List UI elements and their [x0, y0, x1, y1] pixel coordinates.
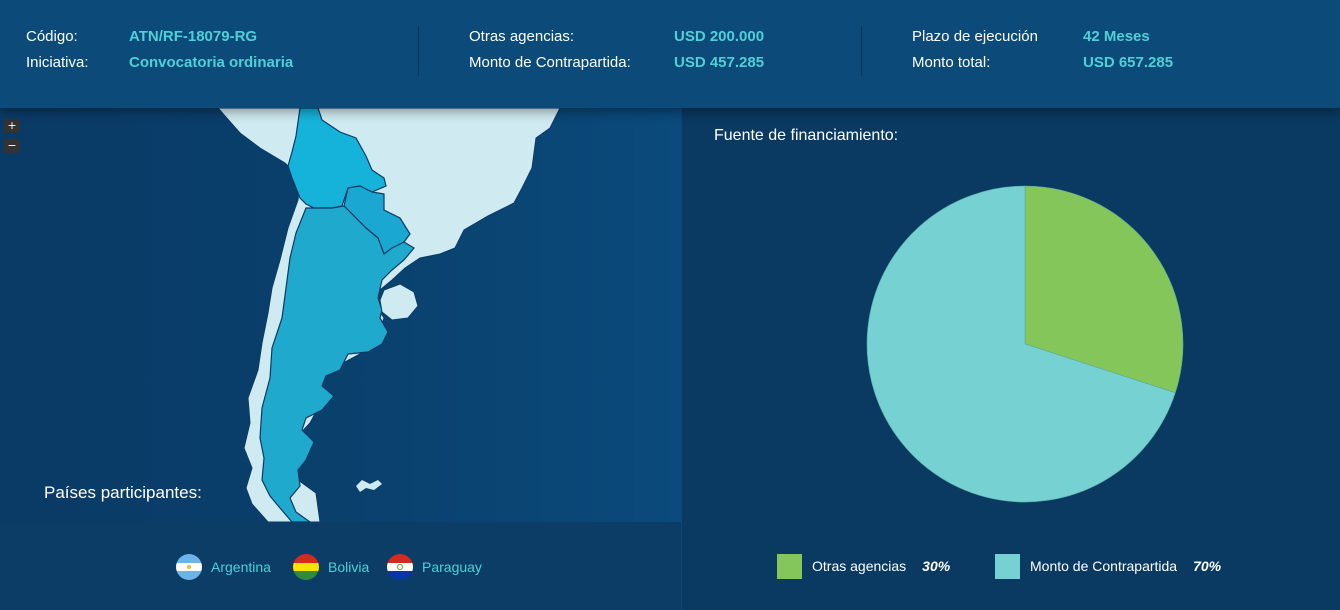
- header-divider: [861, 26, 862, 76]
- countries-bar: Argentina Bolivia Paraguay: [0, 522, 681, 610]
- plazo-value: 42 Meses: [1083, 28, 1150, 45]
- legend-item-contrapartida[interactable]: Monto de Contrapartida 70%: [995, 553, 1221, 579]
- uruguay-region: [379, 283, 419, 321]
- argentina-flag-icon: [176, 554, 202, 580]
- monto-total-value: USD 657.285: [1083, 54, 1174, 71]
- plazo-label: Plazo de ejecución: [912, 28, 1038, 45]
- contrapartida-value: USD 457.285: [674, 54, 765, 71]
- monto-total-label: Monto total:: [912, 54, 991, 71]
- country-name: Argentina: [211, 559, 271, 575]
- pie-slice-otras-agencias[interactable]: [1024, 185, 1184, 394]
- participants-title: Países participantes:: [44, 483, 202, 502]
- zoom-in-button[interactable]: +: [4, 119, 20, 133]
- project-summary-header: Código: ATN/RF-18079-RG Iniciativa: Conv…: [0, 0, 1340, 108]
- map-panel[interactable]: + − Países participantes:: [0, 108, 681, 522]
- country-name: Paraguay: [422, 559, 482, 575]
- pie-slice-monto-de-contrapartida[interactable]: [866, 185, 1176, 503]
- country-name: Bolivia: [328, 559, 370, 575]
- funding-pie-chart: [866, 185, 1184, 503]
- falkland-islands: [356, 480, 382, 492]
- country-item-bolivia[interactable]: Bolivia: [293, 554, 370, 580]
- contrapartida-label: Monto de Contrapartida:: [469, 54, 631, 71]
- header-divider: [418, 26, 419, 76]
- country-item-argentina[interactable]: Argentina: [176, 554, 271, 580]
- legend-percent: 30%: [922, 558, 951, 574]
- zoom-out-button[interactable]: −: [4, 139, 20, 153]
- country-item-paraguay[interactable]: Paraguay: [387, 554, 482, 580]
- otras-agencias-value: USD 200.000: [674, 28, 765, 45]
- south-america-map[interactable]: [0, 108, 681, 522]
- legend-label: Monto de Contrapartida: [1030, 558, 1178, 574]
- codigo-value: ATN/RF-18079-RG: [129, 28, 258, 45]
- otras-agencias-label: Otras agencias:: [469, 28, 575, 45]
- country-list: Argentina Bolivia Paraguay: [0, 554, 681, 580]
- chart-legend: Otras agencias 30% Monto de Contrapartid…: [682, 553, 1340, 579]
- funding-panel: Fuente de financiamiento: Otras agencias…: [682, 108, 1340, 610]
- legend-percent: 70%: [1193, 558, 1222, 574]
- legend-label: Otras agencias: [812, 558, 907, 574]
- funding-chart-title: Fuente de financiamiento:: [714, 127, 899, 144]
- bolivia-flag-icon: [293, 554, 319, 580]
- legend-item-otras-agencias[interactable]: Otras agencias 30%: [777, 553, 950, 579]
- legend-swatch: [777, 553, 802, 579]
- paraguay-flag-icon: [387, 554, 413, 580]
- iniciativa-value: Convocatoria ordinaria: [129, 54, 294, 71]
- codigo-label: Código:: [26, 28, 78, 45]
- iniciativa-label: Iniciativa:: [26, 54, 89, 71]
- legend-swatch: [995, 553, 1020, 579]
- panel-divider: [681, 108, 682, 610]
- argentina-region[interactable]: [259, 205, 415, 522]
